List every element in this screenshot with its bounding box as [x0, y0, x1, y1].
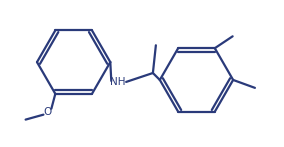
- Text: O: O: [43, 107, 51, 117]
- Text: NH: NH: [110, 77, 126, 87]
